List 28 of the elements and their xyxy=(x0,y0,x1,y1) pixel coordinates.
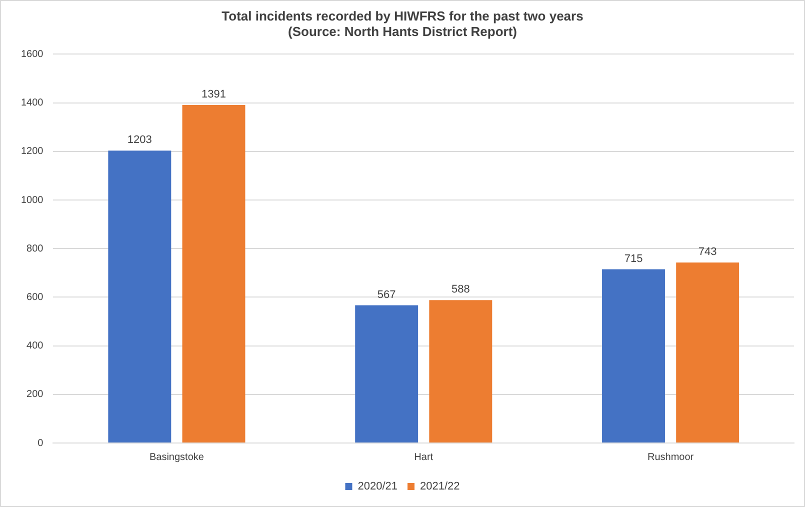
data-label: 715 xyxy=(624,252,643,265)
y-tick-label: 200 xyxy=(26,389,44,400)
y-tick-label: 1000 xyxy=(20,194,44,206)
x-tick-label: Hart xyxy=(414,452,434,463)
bar xyxy=(182,104,246,442)
x-tick-label: Rushmoor xyxy=(647,452,694,463)
y-tick-label: 800 xyxy=(26,243,44,254)
chart-title: Total incidents recorded by HIWFRS for the past two years xyxy=(222,8,584,24)
bar xyxy=(602,269,665,442)
y-tick-label: 1600 xyxy=(20,48,44,60)
bar xyxy=(355,305,418,442)
data-label: 1203 xyxy=(127,134,152,146)
y-tick-label: 600 xyxy=(26,292,44,303)
x-tick-label: Basingstoke xyxy=(149,452,204,463)
bar xyxy=(108,150,172,442)
legend-label: 2020/21 xyxy=(358,480,398,493)
y-tick-label: 400 xyxy=(26,340,44,352)
bar xyxy=(676,262,740,442)
data-label: 743 xyxy=(698,246,717,258)
chart-subtitle: (Source: North Hants District Report) xyxy=(288,24,517,39)
legend-label: 2021/22 xyxy=(420,480,460,493)
data-label: 588 xyxy=(451,284,470,296)
data-label: 567 xyxy=(377,288,396,301)
y-tick-label: 1200 xyxy=(20,146,44,158)
bar xyxy=(429,300,492,442)
y-tick-label: 0 xyxy=(38,438,44,449)
y-tick-label: 1400 xyxy=(20,98,44,109)
data-label: 1391 xyxy=(202,88,226,101)
